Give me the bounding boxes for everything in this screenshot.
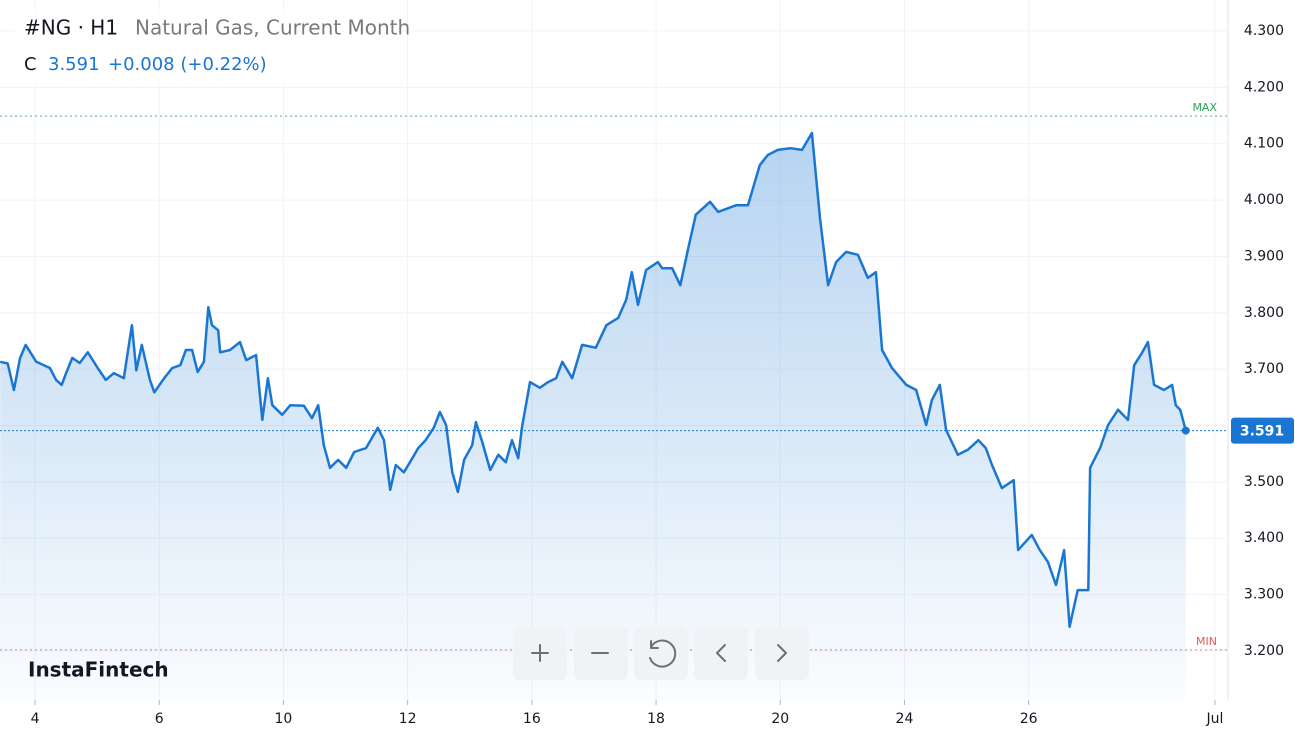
x-tick-label: 26 [1020, 711, 1038, 727]
last-price: 3.591 [48, 54, 100, 75]
x-tick-label: 12 [399, 711, 417, 727]
x-tick-label: 24 [896, 711, 914, 727]
y-tick-label: 3.700 [1244, 361, 1284, 377]
y-tick-label: 3.500 [1244, 474, 1284, 490]
y-tick-label: 4.100 [1244, 136, 1284, 152]
price-label: C [24, 54, 37, 75]
x-tick-label: 18 [647, 711, 665, 727]
zoom-out-button[interactable] [574, 627, 628, 680]
y-tick-label: 3.300 [1244, 587, 1284, 603]
plot [0, 115, 1228, 700]
x-tick-label: Jul [1206, 711, 1224, 727]
last-price-badge-label: 3.591 [1240, 424, 1284, 440]
chart-title: Natural Gas, Current Month [135, 16, 410, 40]
y-tick-label: 4.300 [1244, 23, 1284, 39]
x-tick-label: 10 [275, 711, 293, 727]
scroll-right-button[interactable] [755, 627, 809, 680]
price-line [0, 131, 1188, 628]
level-label: MAX [1192, 101, 1217, 114]
price-change: +0.008 (+0.22%) [108, 54, 267, 75]
symbol: #NG · H1 [24, 16, 118, 40]
zoom-in-button[interactable] [513, 627, 567, 680]
x-tick-label: 6 [155, 711, 164, 727]
reset-button[interactable] [634, 627, 688, 680]
y-tick-label: 4.200 [1244, 79, 1284, 95]
level-label: MIN [1196, 635, 1217, 648]
y-tick-label: 3.900 [1244, 248, 1284, 264]
brand-logo: InstaFintech [28, 658, 169, 682]
legend-box [14, 10, 396, 84]
x-tick-label: 20 [771, 711, 789, 727]
area-fill [0, 133, 1186, 700]
y-tick-label: 3.200 [1244, 643, 1284, 659]
x-tick-label: 4 [31, 711, 40, 727]
scroll-left-button[interactable] [694, 627, 748, 680]
y-tick-label: 3.800 [1244, 305, 1284, 321]
last-price-badge [1231, 417, 1294, 444]
y-tick-label: 4.000 [1244, 192, 1284, 208]
x-tick-label: 16 [523, 711, 541, 727]
y-tick-label: 3.400 [1244, 530, 1284, 546]
